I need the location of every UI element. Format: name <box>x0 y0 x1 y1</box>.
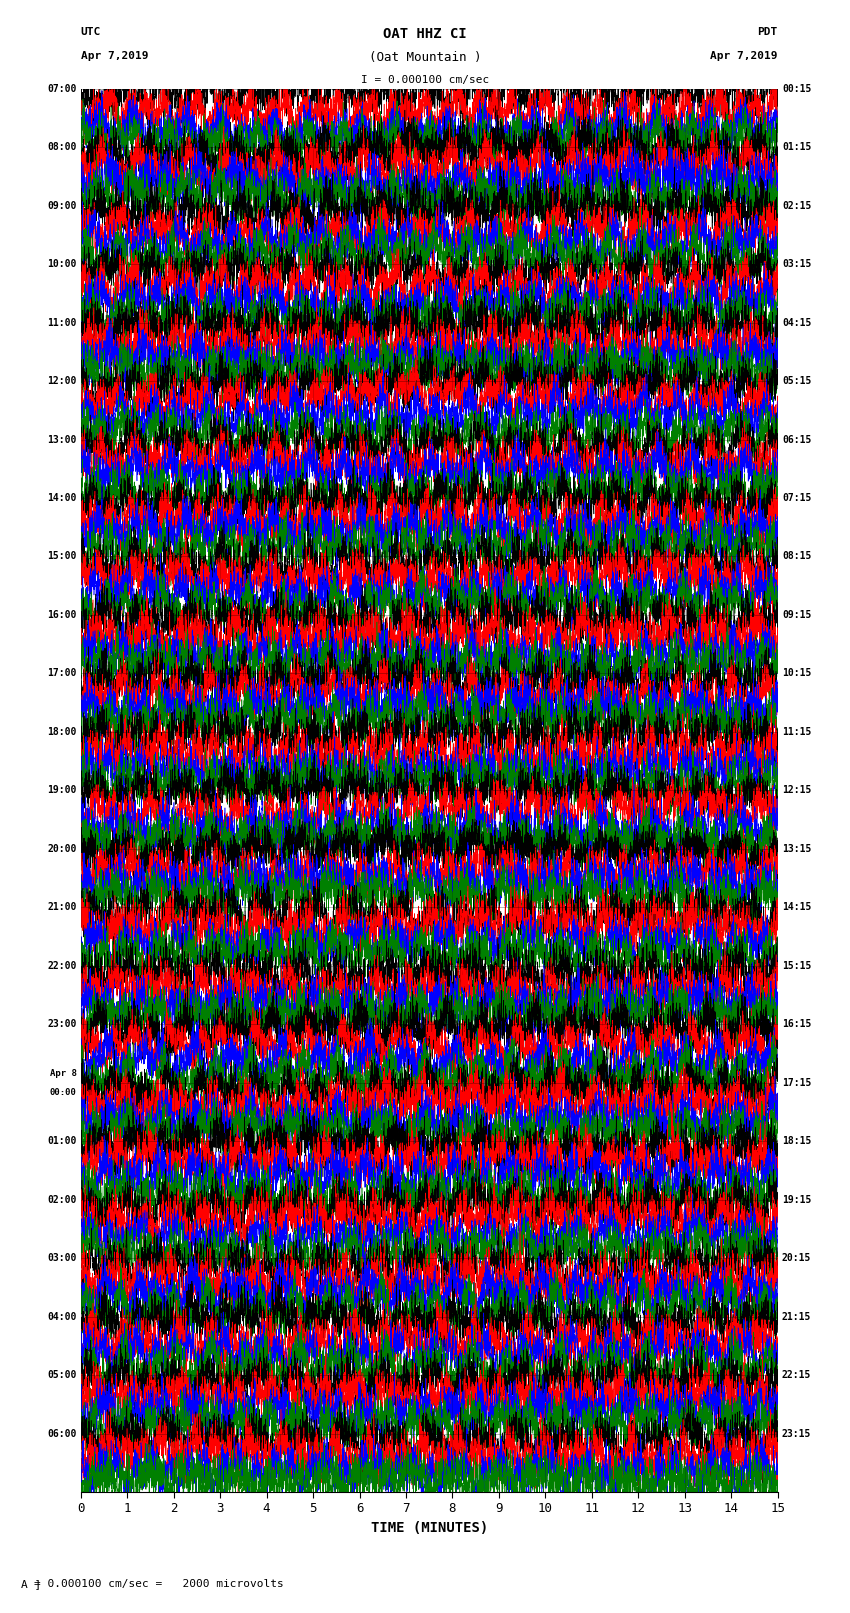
Text: 21:15: 21:15 <box>782 1311 812 1321</box>
Text: OAT HHZ CI: OAT HHZ CI <box>383 26 467 40</box>
Text: 06:00: 06:00 <box>47 1429 76 1439</box>
Text: UTC: UTC <box>81 26 101 37</box>
Text: 22:00: 22:00 <box>47 961 76 971</box>
Text: 14:00: 14:00 <box>47 494 76 503</box>
Text: 07:00: 07:00 <box>47 84 76 94</box>
Text: 16:15: 16:15 <box>782 1019 812 1029</box>
Text: 17:00: 17:00 <box>47 668 76 679</box>
Text: 18:15: 18:15 <box>782 1136 812 1147</box>
Text: 01:15: 01:15 <box>782 142 812 152</box>
Text: 15:00: 15:00 <box>47 552 76 561</box>
Text: 16:00: 16:00 <box>47 610 76 619</box>
Text: 03:15: 03:15 <box>782 260 812 269</box>
Text: 15:15: 15:15 <box>782 961 812 971</box>
X-axis label: TIME (MINUTES): TIME (MINUTES) <box>371 1521 488 1536</box>
Text: 06:15: 06:15 <box>782 434 812 445</box>
Text: Apr 7,2019: Apr 7,2019 <box>81 50 148 61</box>
Text: A ]: A ] <box>21 1579 42 1589</box>
Text: 20:00: 20:00 <box>47 844 76 853</box>
Text: 09:00: 09:00 <box>47 200 76 211</box>
Text: 08:15: 08:15 <box>782 552 812 561</box>
Text: 22:15: 22:15 <box>782 1369 812 1381</box>
Text: 05:00: 05:00 <box>47 1369 76 1381</box>
Text: 09:15: 09:15 <box>782 610 812 619</box>
Text: 02:00: 02:00 <box>47 1195 76 1205</box>
Text: 03:00: 03:00 <box>47 1253 76 1263</box>
Text: 00:15: 00:15 <box>782 84 812 94</box>
Text: Apr 8: Apr 8 <box>49 1068 76 1077</box>
Text: 19:00: 19:00 <box>47 786 76 795</box>
Text: = 0.000100 cm/sec =   2000 microvolts: = 0.000100 cm/sec = 2000 microvolts <box>34 1579 284 1589</box>
Text: 01:00: 01:00 <box>47 1136 76 1147</box>
Text: I = 0.000100 cm/sec: I = 0.000100 cm/sec <box>361 76 489 85</box>
Text: Apr 7,2019: Apr 7,2019 <box>711 50 778 61</box>
Text: 14:15: 14:15 <box>782 902 812 913</box>
Text: 10:15: 10:15 <box>782 668 812 679</box>
Text: (Oat Mountain ): (Oat Mountain ) <box>369 50 481 65</box>
Text: 04:15: 04:15 <box>782 318 812 327</box>
Text: 10:00: 10:00 <box>47 260 76 269</box>
Text: 21:00: 21:00 <box>47 902 76 913</box>
Text: 07:15: 07:15 <box>782 494 812 503</box>
Text: 00:00: 00:00 <box>49 1087 76 1097</box>
Text: 13:00: 13:00 <box>47 434 76 445</box>
Text: 23:00: 23:00 <box>47 1019 76 1029</box>
Text: 13:15: 13:15 <box>782 844 812 853</box>
Text: 02:15: 02:15 <box>782 200 812 211</box>
Text: 12:15: 12:15 <box>782 786 812 795</box>
Text: 12:00: 12:00 <box>47 376 76 386</box>
Text: 20:15: 20:15 <box>782 1253 812 1263</box>
Text: PDT: PDT <box>757 26 778 37</box>
Text: 05:15: 05:15 <box>782 376 812 386</box>
Text: 18:00: 18:00 <box>47 727 76 737</box>
Text: 23:15: 23:15 <box>782 1429 812 1439</box>
Text: 11:15: 11:15 <box>782 727 812 737</box>
Text: 08:00: 08:00 <box>47 142 76 152</box>
Text: 11:00: 11:00 <box>47 318 76 327</box>
Text: 17:15: 17:15 <box>782 1077 812 1087</box>
Text: 04:00: 04:00 <box>47 1311 76 1321</box>
Text: 19:15: 19:15 <box>782 1195 812 1205</box>
